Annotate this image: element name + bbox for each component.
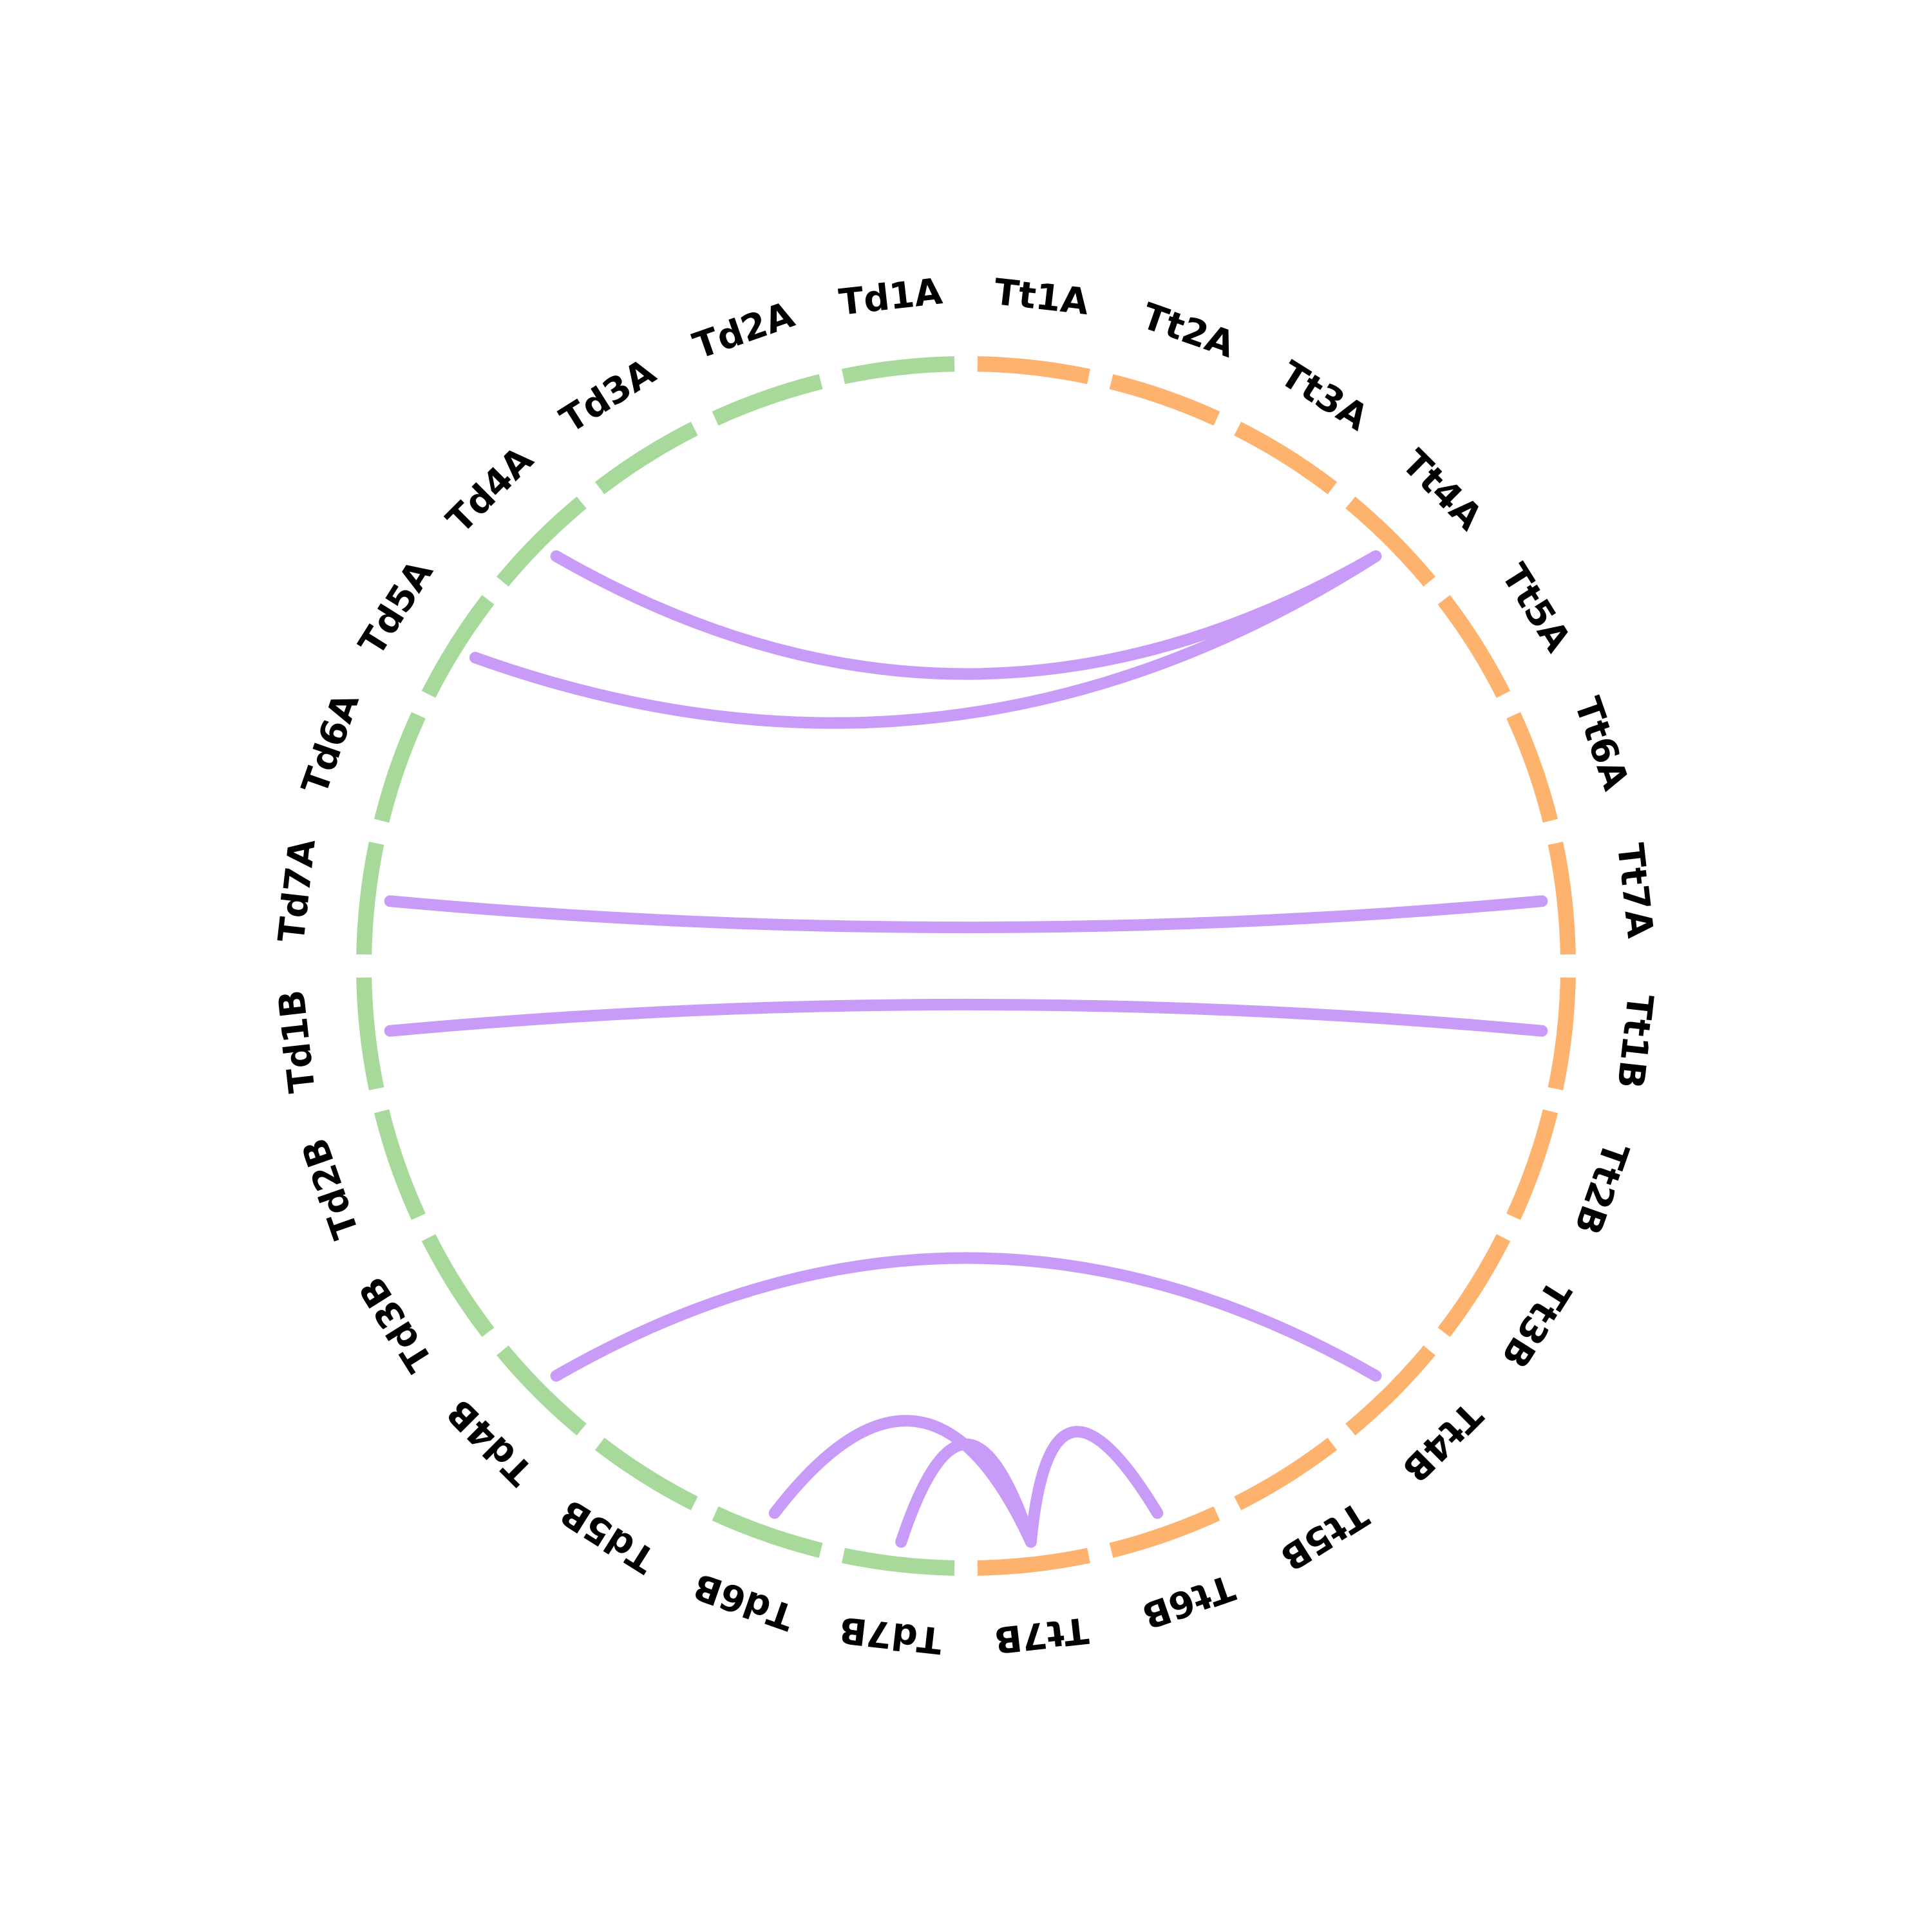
link-td6b-tt7b [768, 1415, 1037, 1548]
segment-arc-td3a [594, 421, 698, 495]
segment-arc-tt7b [977, 1548, 1090, 1576]
segment-label-td4a: Td4A [439, 439, 542, 542]
segment-arc-tt2b [1506, 1109, 1558, 1220]
segment-label-tt7b: Tt7B [992, 1609, 1091, 1661]
segment-label-tt6a: Tt6A [1566, 692, 1636, 796]
segment-arc-td7b [842, 1548, 955, 1576]
segment-arc-td2b [374, 1109, 426, 1220]
segment-arc-td1b [356, 977, 384, 1090]
link-td5a-tt4a [469, 550, 1382, 729]
link-td4a-tt4a [550, 550, 1382, 680]
link-td1b-tt1b [384, 998, 1548, 1037]
links-layer [384, 550, 1548, 1548]
segment-label-tt4a: Tt4A [1394, 442, 1491, 539]
segment-label-tt5b: Tt5B [1273, 1493, 1376, 1578]
segment-arc-tt1b [1548, 977, 1576, 1090]
segment-arc-td4b [497, 1345, 587, 1435]
segment-label-td4b: Td4B [439, 1390, 542, 1493]
segment-label-td3a: Td3A [553, 351, 663, 442]
segment-arc-tt2a [1109, 374, 1220, 426]
segment-label-tt3b: Tt3B [1493, 1273, 1578, 1376]
segment-arc-tt5b [1234, 1437, 1338, 1511]
segment-arc-tt3b [1437, 1234, 1511, 1338]
segment-arc-td5b [594, 1437, 698, 1511]
segment-arc-td6a [374, 712, 426, 823]
segment-arc-tt4a [1345, 497, 1435, 587]
segment-label-tt7a: Tt7A [1609, 841, 1661, 940]
segment-arc-tt6b [1109, 1506, 1220, 1558]
segment-arc-tt1a [977, 356, 1090, 384]
segment-label-td7a: Td7A [270, 837, 324, 945]
segment-label-tt5a: Tt5A [1493, 556, 1579, 659]
segment-arc-td1a [842, 356, 955, 384]
segment-arc-td3b [421, 1234, 495, 1338]
segment-label-tt3a: Tt3A [1273, 353, 1376, 439]
segment-label-tt4b: Tt4B [1394, 1394, 1490, 1490]
segment-label-tt1b: Tt1B [1609, 992, 1661, 1091]
segment-arc-td7a [356, 842, 384, 955]
segment-arc-td2a [712, 374, 823, 426]
link-tt6b-tt7b [1025, 1426, 1164, 1548]
segment-label-tt6b: Tt6B [1137, 1566, 1240, 1636]
segment-label-td2a: Td2A [688, 294, 800, 368]
link-td4b-tt4b [550, 1252, 1382, 1382]
segment-arc-tt4b [1345, 1345, 1435, 1435]
segment-label-td5b: Td5B [553, 1491, 663, 1581]
segment-label-td6a: Td6A [294, 688, 368, 800]
segment-arc-td4a [497, 497, 587, 587]
segment-arc-tt7a [1548, 842, 1576, 955]
segment-arc-tt6a [1506, 712, 1558, 823]
link-td7a-tt7a [384, 895, 1548, 934]
segment-arc-tt3a [1234, 421, 1338, 495]
segment-arc-td6b [712, 1506, 823, 1558]
segment-label-td1b: Td1B [270, 988, 323, 1095]
segment-label-td1a: Td1A [837, 270, 945, 324]
segment-label-td6b: Td6B [688, 1564, 799, 1638]
segment-arc-tt5a [1437, 594, 1511, 698]
segment-label-td7b: Td7B [837, 1608, 944, 1661]
segment-label-tt2a: Tt2A [1137, 296, 1240, 366]
segment-label-td2b: Td2B [294, 1133, 368, 1244]
segment-label-tt1a: Tt1A [992, 271, 1091, 323]
segment-arc-td5a [421, 594, 495, 698]
segment-label-td5a: Td5A [351, 553, 442, 663]
segment-label-tt2b: Tt2B [1566, 1137, 1636, 1240]
link-td7b-tt7b [895, 1438, 1037, 1548]
segment-label-td3b: Td3B [351, 1269, 441, 1379]
chromosome-ring [356, 356, 1576, 1576]
